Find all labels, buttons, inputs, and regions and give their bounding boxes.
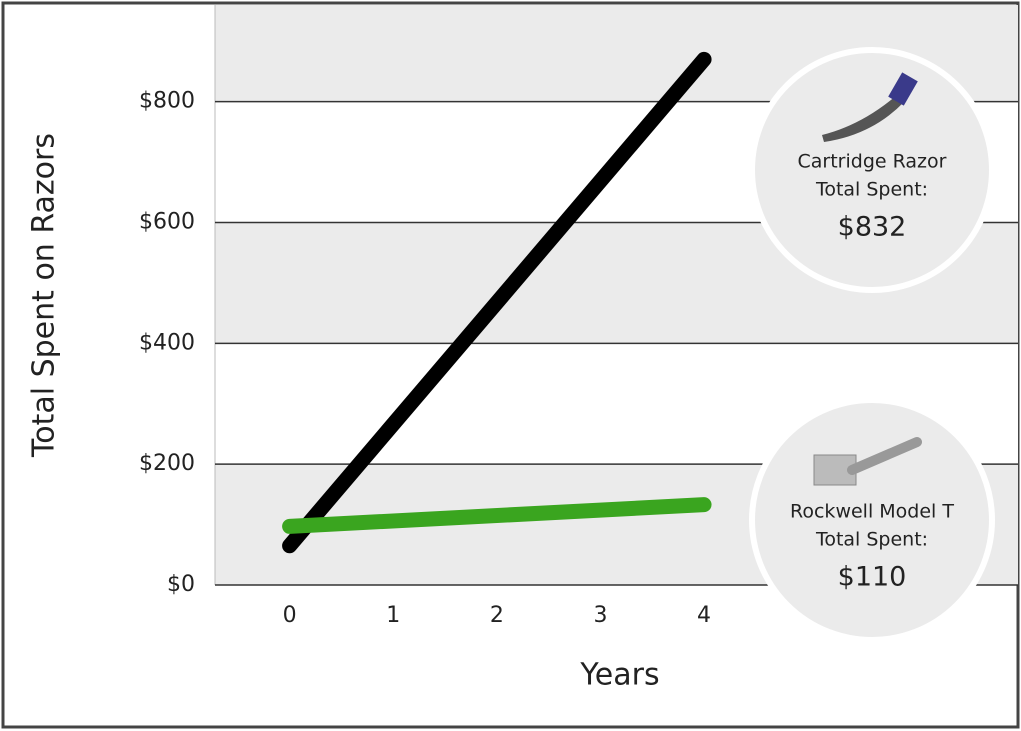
callout-subtitle: Total Spent: bbox=[815, 179, 928, 201]
y-tick-label: $0 bbox=[167, 572, 195, 597]
callout-subtitle: Total Spent: bbox=[815, 529, 928, 551]
y-tick-label: $400 bbox=[139, 330, 195, 355]
x-tick-label: 1 bbox=[386, 603, 400, 628]
y-tick-label: $200 bbox=[139, 451, 195, 476]
callout-title: Rockwell Model T bbox=[790, 501, 954, 523]
callout-title: Cartridge Razor bbox=[798, 151, 947, 173]
y-tick-label: $800 bbox=[139, 89, 195, 114]
razor-head bbox=[888, 72, 918, 106]
razor-icon bbox=[822, 95, 904, 142]
series-line bbox=[282, 51, 712, 554]
razor-handle bbox=[847, 437, 922, 475]
callout-circle bbox=[749, 47, 995, 293]
x-tick-label: 2 bbox=[490, 603, 504, 628]
x-axis-label: Years bbox=[579, 658, 659, 693]
callout-value: $832 bbox=[838, 212, 907, 243]
series-line bbox=[282, 497, 712, 534]
y-axis-label: Total Spent on Razors bbox=[27, 133, 62, 458]
x-tick-label: 0 bbox=[283, 603, 297, 628]
callout-value: $110 bbox=[838, 562, 907, 593]
x-tick-label: 3 bbox=[593, 603, 607, 628]
y-tick-label: $600 bbox=[139, 210, 195, 235]
x-tick-label: 4 bbox=[697, 603, 711, 628]
callout-circle bbox=[749, 397, 995, 643]
